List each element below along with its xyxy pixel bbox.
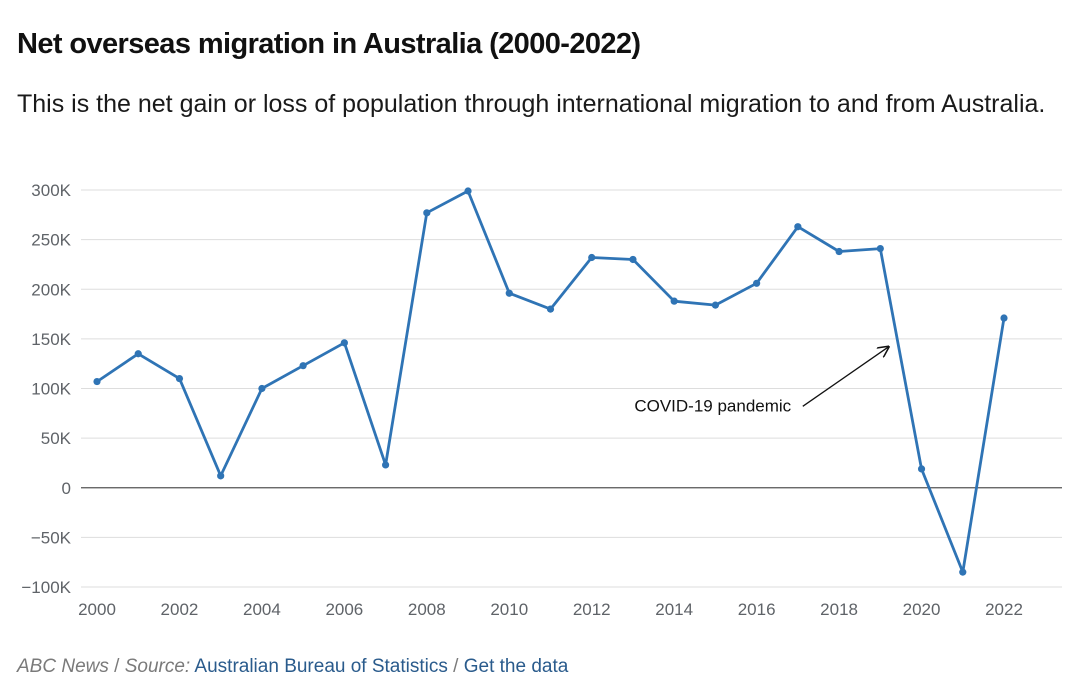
data-point: [134, 350, 142, 358]
data-point: [1000, 314, 1008, 322]
data-point: [753, 279, 761, 287]
data-point: [546, 305, 555, 313]
data-point: [381, 461, 390, 469]
annotation-arrow: [802, 347, 889, 407]
chart-subtitle: This is the net gain or loss of populati…: [17, 90, 1046, 118]
data-point: [876, 244, 884, 253]
data-point: [175, 374, 184, 383]
source-label: Source:: [124, 656, 191, 677]
y-tick-label: 300K: [31, 181, 71, 200]
data-point: [217, 472, 225, 480]
x-tick-label: 2000: [78, 600, 116, 619]
get-the-data-link[interactable]: Get the data: [463, 656, 569, 677]
data-point: [959, 568, 967, 576]
separator: /: [108, 656, 125, 677]
data-point: [93, 377, 101, 386]
data-point: [258, 384, 266, 393]
chart-title: Net overseas migration in Australia (200…: [17, 28, 641, 60]
y-tick-label: 0: [62, 479, 71, 498]
footer-credit: ABC News / Source: Australian Bureau of …: [17, 656, 568, 678]
data-point: [917, 465, 926, 473]
series-line: [95, 189, 1006, 574]
x-tick-label: 2020: [903, 600, 941, 619]
x-tick-label: 2012: [573, 600, 611, 619]
grid-lines: [81, 189, 1062, 588]
data-point: [299, 362, 307, 370]
y-tick-label: −100K: [21, 578, 71, 597]
x-tick-label: 2018: [820, 600, 858, 619]
data-point: [464, 187, 472, 195]
separator: /: [447, 656, 464, 677]
y-tick-label: 50K: [41, 429, 72, 448]
publisher-label: ABC News: [17, 656, 109, 677]
data-point: [505, 289, 513, 297]
series-net-overseas-migration: [93, 187, 1008, 576]
x-tick-label: 2022: [985, 600, 1023, 619]
data-point: [835, 247, 843, 256]
data-point: [670, 297, 678, 305]
y-tick-label: −50K: [31, 528, 72, 547]
y-tick-label: 200K: [31, 280, 71, 299]
y-tick-label: 100K: [31, 380, 71, 399]
x-tick-label: 2006: [325, 600, 363, 619]
y-axis: −100K −50K 0 50K 100K 150K 200K 250K 300K: [21, 181, 71, 597]
x-tick-label: 2010: [490, 600, 528, 619]
x-tick-label: 2008: [408, 600, 446, 619]
y-tick-label: 150K: [31, 330, 71, 349]
annotation-label: COVID-19 pandemic: [634, 396, 791, 415]
x-tick-label: 2014: [655, 600, 693, 619]
annotations: COVID-19 pandemic: [634, 347, 889, 415]
data-point: [588, 253, 596, 262]
y-tick-label: 250K: [31, 231, 71, 250]
x-tick-label: 2016: [738, 600, 776, 619]
data-point: [711, 301, 720, 309]
x-tick-label: 2004: [243, 600, 281, 619]
data-point: [794, 223, 802, 231]
data-point: [629, 255, 637, 264]
x-axis: 2000 2002 2004 2006 2008 2010 2012 2014 2016 2018…: [78, 600, 1023, 619]
source-link[interactable]: Australian Bureau of Statistics: [194, 656, 448, 677]
data-point: [423, 209, 431, 217]
data-point: [340, 339, 348, 347]
x-tick-label: 2002: [161, 600, 199, 619]
